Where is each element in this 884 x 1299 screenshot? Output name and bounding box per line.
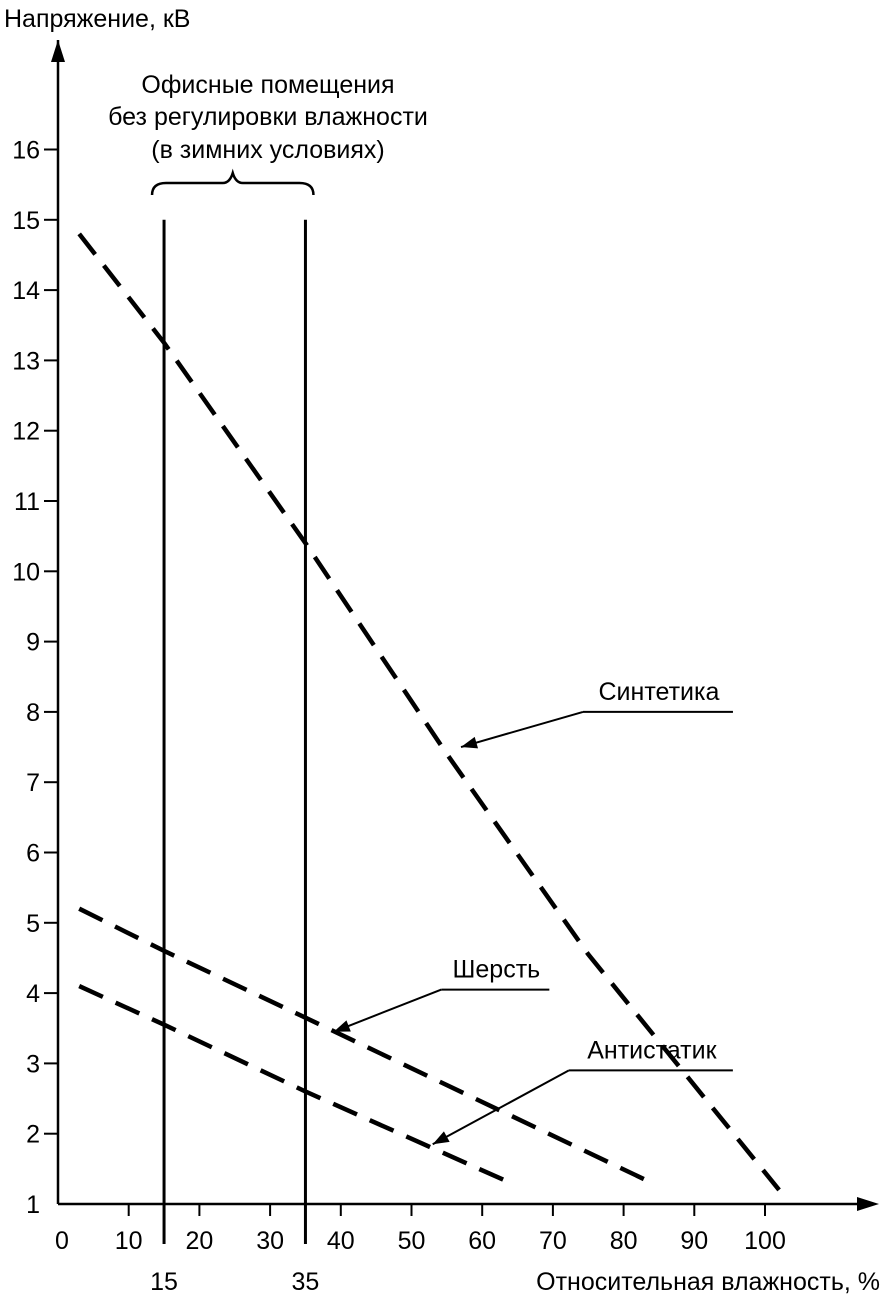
series-label-2: Антистатик (587, 1036, 717, 1064)
x-tick-label: 60 (468, 1227, 496, 1255)
region-end-label: 35 (292, 1268, 320, 1296)
x-tick-label: 70 (539, 1227, 567, 1255)
x-axis-title: Относительная влажность, % (536, 1268, 880, 1296)
region-label-line: (в зимних условиях) (151, 136, 384, 164)
series-label-1: Шерсть (452, 956, 540, 984)
series-group (77, 232, 781, 1192)
x-tick-label: 40 (327, 1227, 355, 1255)
y-tick-label: 7 (26, 769, 40, 797)
series-leader-line (460, 710, 584, 749)
leader-arrow-icon (432, 1131, 450, 1145)
region-start-label: 15 (150, 1268, 178, 1296)
y-tick-label: 5 (26, 910, 40, 938)
x-tick-label: 80 (610, 1227, 638, 1255)
y-tick-label: 12 (12, 418, 40, 446)
x-tick-label: 100 (744, 1227, 786, 1255)
series-leader-line (333, 988, 442, 1033)
y-tick-label: 16 (12, 137, 40, 165)
region-brace-icon (150, 168, 315, 196)
x-tick-label: 30 (256, 1227, 284, 1255)
x-tick-label: 10 (115, 1227, 143, 1255)
office-humidity-region: 15 35 Офисные помещения без регулировки вла… (108, 71, 428, 1296)
x-tick-label: 90 (680, 1227, 708, 1255)
series-label-0: Синтетика (599, 678, 720, 706)
y-tick-label: 10 (12, 558, 40, 586)
series-line-0 (77, 232, 781, 1192)
labels-group: Напряжение, кВ Относительная влажность, %… (4, 5, 880, 1296)
y-tick-label: 14 (12, 277, 40, 305)
region-label-line: без регулировки влажности (108, 103, 428, 131)
x-tick-label: 50 (398, 1227, 426, 1255)
leader-arrow-icon (333, 1020, 351, 1032)
y-tick-label: 1 (26, 1191, 40, 1219)
y-tick-label: 9 (26, 629, 40, 657)
x-tick-label: 0 (55, 1227, 69, 1255)
axes (51, 40, 879, 1211)
series-line-1 (78, 906, 653, 1185)
series-leader-line (432, 1069, 570, 1146)
x-tick-label: 20 (185, 1227, 213, 1255)
y-tick-label: 15 (12, 207, 40, 235)
y-tick-label: 2 (26, 1121, 40, 1149)
y-axis-arrow-icon (51, 40, 65, 62)
y-axis-title: Напряжение, кВ (4, 5, 190, 33)
series-line-2 (78, 984, 512, 1185)
leader-arrow-icon (460, 736, 479, 749)
x-axis-arrow-icon (857, 1197, 879, 1211)
y-tick-label: 4 (26, 980, 40, 1008)
y-tick-label: 13 (12, 347, 40, 375)
region-label-line: Офисные помещения (141, 71, 394, 99)
y-tick-label: 6 (26, 840, 40, 868)
y-tick-label: 3 (26, 1050, 40, 1078)
y-tick-label: 8 (26, 699, 40, 727)
y-tick-label: 11 (14, 488, 40, 516)
